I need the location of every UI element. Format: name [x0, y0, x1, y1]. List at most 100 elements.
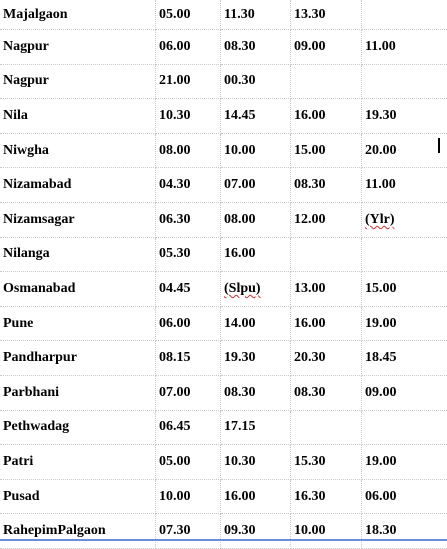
time-cell[interactable]: 07.00 — [221, 168, 291, 203]
time-cell[interactable]: 18.45 — [362, 341, 447, 376]
time-cell[interactable]: 07.00 — [156, 375, 221, 410]
time-cell[interactable]: 16.00 — [221, 237, 291, 272]
time-cell[interactable]: 08.00 — [221, 202, 291, 237]
time-cell[interactable]: 13.00 — [291, 272, 362, 307]
time-cell[interactable]: 21.00 — [156, 64, 221, 99]
place-cell[interactable]: Pusad — [0, 479, 156, 514]
place-cell[interactable]: Nagpur — [0, 30, 156, 65]
time-cell[interactable] — [362, 237, 447, 272]
time-cell[interactable]: 16.00 — [221, 479, 291, 514]
place-cell[interactable]: Nila — [0, 99, 156, 134]
time-cell[interactable]: 05.30 — [156, 237, 221, 272]
time-cell[interactable]: 19.00 — [362, 445, 447, 480]
place-cell[interactable]: Nilanga — [0, 237, 156, 272]
time-cell[interactable]: 04.45 — [156, 272, 221, 307]
time-cell[interactable]: 08.30 — [291, 375, 362, 410]
time-cell[interactable]: 08.30 — [221, 375, 291, 410]
place-cell[interactable]: Pune — [0, 306, 156, 341]
text-cursor — [438, 138, 440, 153]
time-cell[interactable]: 19.30 — [362, 99, 447, 134]
place-cell[interactable]: Niwgha — [0, 133, 156, 168]
time-cell[interactable]: 06.00 — [156, 306, 221, 341]
place-cell[interactable]: Osmanabad — [0, 272, 156, 307]
place-cell[interactable]: Pethwadag — [0, 410, 156, 445]
time-cell[interactable]: 10.00 — [291, 514, 362, 549]
time-cell[interactable]: 07.30 — [156, 514, 221, 549]
spellcheck-flagged-text: (Ylr) — [365, 212, 395, 227]
time-cell[interactable] — [291, 64, 362, 99]
time-cell[interactable]: 15.00 — [362, 272, 447, 307]
time-cell[interactable]: 11.30 — [221, 0, 291, 30]
time-cell[interactable]: 12.00 — [291, 202, 362, 237]
time-cell[interactable]: 08.30 — [291, 168, 362, 203]
time-cell[interactable]: 08.15 — [156, 341, 221, 376]
time-cell[interactable]: 13.30 — [291, 0, 362, 30]
time-cell[interactable]: 17.15 — [221, 410, 291, 445]
place-cell[interactable]: Nagpur — [0, 64, 156, 99]
time-cell[interactable]: 00.30 — [221, 64, 291, 99]
time-cell[interactable]: (Ylr) — [362, 202, 447, 237]
time-cell[interactable]: 16.00 — [291, 306, 362, 341]
time-cell[interactable]: 06.30 — [156, 202, 221, 237]
place-cell[interactable]: Parbhani — [0, 375, 156, 410]
time-cell[interactable]: 15.30 — [291, 445, 362, 480]
time-cell[interactable]: 08.30 — [221, 30, 291, 65]
time-cell[interactable]: 10.30 — [221, 445, 291, 480]
time-cell[interactable] — [291, 237, 362, 272]
place-cell[interactable]: Majalgaon — [0, 0, 156, 30]
time-cell[interactable]: 09.30 — [221, 514, 291, 549]
time-cell[interactable]: 19.30 — [221, 341, 291, 376]
time-cell[interactable]: 09.00 — [291, 30, 362, 65]
spellcheck-flagged-text: (Slpu) — [224, 281, 261, 296]
time-cell[interactable]: 11.00 — [362, 168, 447, 203]
time-cell[interactable]: 20.30 — [291, 341, 362, 376]
time-cell[interactable]: 10.30 — [156, 99, 221, 134]
time-cell[interactable]: 09.00 — [362, 375, 447, 410]
time-cell[interactable]: 20.00 — [362, 133, 447, 168]
time-cell[interactable] — [362, 0, 447, 30]
place-cell[interactable]: Patri — [0, 445, 156, 480]
time-cell[interactable]: 14.00 — [221, 306, 291, 341]
place-cell[interactable]: RahepimPalgaon — [0, 514, 156, 549]
time-cell[interactable] — [362, 64, 447, 99]
time-cell[interactable]: 14.45 — [221, 99, 291, 134]
place-cell[interactable]: Nizamsagar — [0, 202, 156, 237]
time-cell[interactable] — [362, 410, 447, 445]
time-cell[interactable]: 11.00 — [362, 30, 447, 65]
time-cell[interactable]: 05.00 — [156, 445, 221, 480]
time-cell[interactable]: 06.00 — [362, 479, 447, 514]
time-cell[interactable]: 18.30 — [362, 514, 447, 549]
time-cell[interactable]: 10.00 — [221, 133, 291, 168]
time-cell[interactable]: 19.00 — [362, 306, 447, 341]
time-cell[interactable]: 16.00 — [291, 99, 362, 134]
time-cell[interactable]: 10.00 — [156, 479, 221, 514]
time-cell[interactable]: 08.00 — [156, 133, 221, 168]
time-cell[interactable]: 06.45 — [156, 410, 221, 445]
time-cell[interactable]: 06.00 — [156, 30, 221, 65]
time-cell[interactable] — [291, 410, 362, 445]
time-cell[interactable]: 16.30 — [291, 479, 362, 514]
time-cell[interactable]: 15.00 — [291, 133, 362, 168]
time-cell[interactable]: 04.30 — [156, 168, 221, 203]
time-cell[interactable]: 05.00 — [156, 0, 221, 30]
time-cell[interactable]: (Slpu) — [221, 272, 291, 307]
place-cell[interactable]: Pandharpur — [0, 341, 156, 376]
place-cell[interactable]: Nizamabad — [0, 168, 156, 203]
